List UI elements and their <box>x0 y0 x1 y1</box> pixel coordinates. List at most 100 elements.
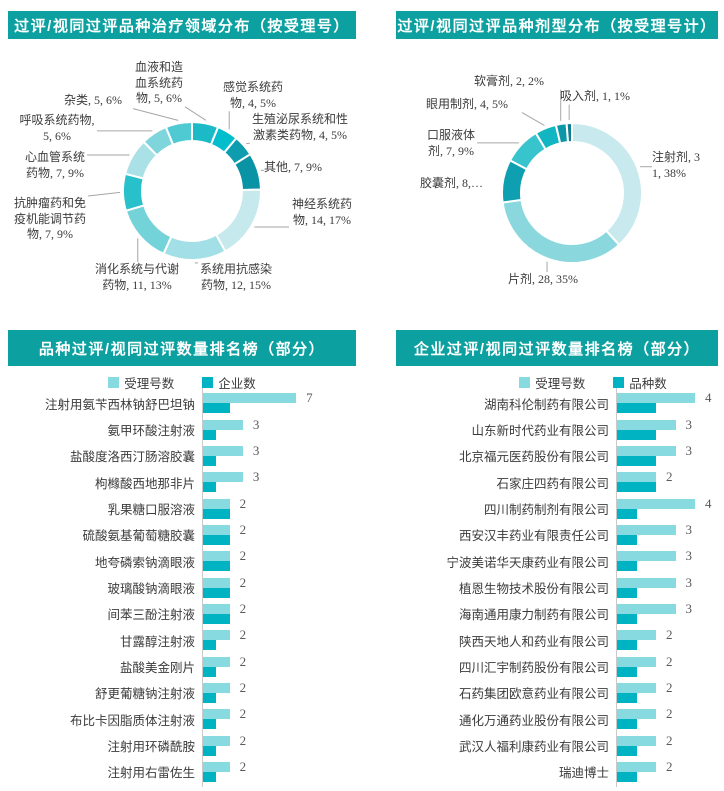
bar-row: 地夸磷索钠滴眼液 2 <box>8 548 356 574</box>
bar-variety-count[interactable] <box>617 745 637 756</box>
bar-acceptance-count[interactable] <box>203 656 230 667</box>
bar-acceptance-count[interactable] <box>617 630 656 641</box>
bar-acceptance-count[interactable] <box>617 393 695 404</box>
bar-acceptance-count[interactable] <box>203 472 243 483</box>
bar-variety-count[interactable] <box>617 666 637 677</box>
bar-company-count[interactable] <box>203 771 217 782</box>
bar-row: 注射用右雷佐生 2 <box>8 759 356 785</box>
bar-company-count[interactable] <box>203 534 230 545</box>
bar-row: 硫酸氨基葡萄糖胶囊 2 <box>8 522 356 548</box>
bar-acceptance-count[interactable] <box>203 630 230 641</box>
bar-acceptance-count[interactable] <box>203 393 297 404</box>
bar-row: 西安汉丰药业有限责任公司 3 <box>396 522 718 548</box>
bar-row: 玻璃酸钠滴眼液 2 <box>8 574 356 600</box>
legend-item-company-count: 企业数 <box>202 373 256 392</box>
bar-value-label: 3 <box>685 442 693 458</box>
bar-acceptance-count[interactable] <box>617 577 676 588</box>
bar-acceptance-count[interactable] <box>203 735 230 746</box>
slice-label: 软膏剂, 2, 2% <box>474 74 544 88</box>
legend-company-chart: 受理号数 品种数 <box>432 373 724 391</box>
bar-acceptance-count[interactable] <box>203 709 230 720</box>
bar-acceptance-count[interactable] <box>617 709 656 720</box>
bar-row: 四川制药制剂有限公司 4 <box>396 495 718 521</box>
slice-label: 眼用制剂, 4, 5% <box>426 97 508 111</box>
bar-variety-count[interactable] <box>617 613 637 624</box>
bar-acceptance-count[interactable] <box>203 577 230 588</box>
bar-company-count[interactable] <box>203 666 217 677</box>
bar-row: 石家庄四药有限公司 2 <box>396 469 718 495</box>
bar-value-label: 3 <box>252 442 260 458</box>
donut-slice-7[interactable] <box>122 172 146 213</box>
bar-variety-count[interactable] <box>617 719 637 730</box>
bar-chart-company-ranking: 湖南科伦制药有限公司 4 山东新时代药业有限公司 3 北京福元医药股份有限公司 3 石家庄四… <box>396 388 718 788</box>
bar-acceptance-count[interactable] <box>617 498 695 509</box>
bar-company-count[interactable] <box>203 455 217 466</box>
bar-acceptance-count[interactable] <box>203 551 230 562</box>
bar-value-label: 2 <box>239 521 247 537</box>
bar-variety-count[interactable] <box>617 482 656 493</box>
donut-slice-5[interactable] <box>162 233 227 261</box>
bar-acceptance-count[interactable] <box>203 603 230 614</box>
bar-acceptance-count[interactable] <box>617 735 656 746</box>
bar-value-label: 2 <box>239 600 247 616</box>
bar-variety-count[interactable] <box>617 561 637 572</box>
bar-company-count[interactable] <box>203 719 217 730</box>
bar-acceptance-count[interactable] <box>617 524 676 535</box>
bar-acceptance-count[interactable] <box>617 603 676 614</box>
bar-acceptance-count[interactable] <box>203 498 230 509</box>
bar-acceptance-count[interactable] <box>617 682 656 693</box>
bar-variety-count[interactable] <box>617 508 637 519</box>
bar-row: 四川汇宇制药股份有限公司 2 <box>396 653 718 679</box>
bar-company-count[interactable] <box>203 640 217 651</box>
legend-swatch-acceptance-icon <box>519 376 531 388</box>
bar-acceptance-count[interactable] <box>617 419 676 430</box>
donut-slice-6[interactable] <box>124 204 173 256</box>
bar-variety-count[interactable] <box>617 534 637 545</box>
bar-acceptance-count[interactable] <box>617 445 676 456</box>
bar-value-label: 2 <box>239 548 247 564</box>
bar-company-count[interactable] <box>203 508 230 519</box>
bar-company-count[interactable] <box>203 692 217 703</box>
bar-variety-count[interactable] <box>617 403 656 414</box>
bar-value-label: 2 <box>666 679 673 695</box>
slice-label: 口服液体剂, 7, 9% <box>426 128 475 158</box>
bar-company-count[interactable] <box>203 561 230 572</box>
bar-acceptance-count[interactable] <box>617 656 656 667</box>
bar-variety-count[interactable] <box>617 587 637 598</box>
donut-slice-10[interactable] <box>164 120 193 147</box>
bar-variety-count[interactable] <box>617 640 637 651</box>
legend-item-acceptance-count: 受理号数 <box>519 373 585 392</box>
slice-label: 片剂, 28, 35% <box>508 272 578 286</box>
bar-acceptance-count[interactable] <box>617 551 676 562</box>
value-axis-line <box>616 388 617 788</box>
donut-slice-1[interactable] <box>501 198 621 264</box>
bar-company-count[interactable] <box>203 482 217 493</box>
bar-category-label: 硫酸氨基葡萄糖胶囊 <box>82 529 195 544</box>
bar-acceptance-count[interactable] <box>203 524 230 535</box>
bar-acceptance-count[interactable] <box>203 445 243 456</box>
legend-swatch-company-icon <box>202 376 214 388</box>
bar-acceptance-count[interactable] <box>617 472 656 483</box>
bar-acceptance-count[interactable] <box>617 761 656 772</box>
bar-acceptance-count[interactable] <box>203 761 230 772</box>
donut-slice-6[interactable] <box>565 121 573 144</box>
bar-chart-variety-ranking: 注射用氨苄西林钠舒巴坦钠 7 氨甲环酸注射液 3 盐酸度洛西汀肠溶胶囊 3 枸橼酸西地那非片… <box>8 388 356 788</box>
bar-company-count[interactable] <box>203 745 217 756</box>
bar-variety-count[interactable] <box>617 455 656 466</box>
bar-company-count[interactable] <box>203 403 230 414</box>
bar-variety-count[interactable] <box>617 429 656 440</box>
bar-category-label: 盐酸度洛西汀肠溶胶囊 <box>69 450 195 465</box>
bar-acceptance-count[interactable] <box>203 419 243 430</box>
legend-item-variety-count: 品种数 <box>613 373 667 392</box>
bar-acceptance-count[interactable] <box>203 682 230 693</box>
slice-label: 生殖泌尿系统和性激素类药物, 4, 5% <box>251 112 348 142</box>
bar-company-count[interactable] <box>203 587 230 598</box>
bar-variety-count[interactable] <box>617 692 637 703</box>
bar-company-count[interactable] <box>203 613 230 624</box>
bar-row: 舒更葡糖钠注射液 2 <box>8 680 356 706</box>
donut-slice-0[interactable] <box>571 121 643 247</box>
donut-slice-4[interactable] <box>214 188 262 253</box>
bar-company-count[interactable] <box>203 429 217 440</box>
bar-variety-count[interactable] <box>617 771 637 782</box>
bar-row: 石药集团欧意药业有限公司 2 <box>396 680 718 706</box>
